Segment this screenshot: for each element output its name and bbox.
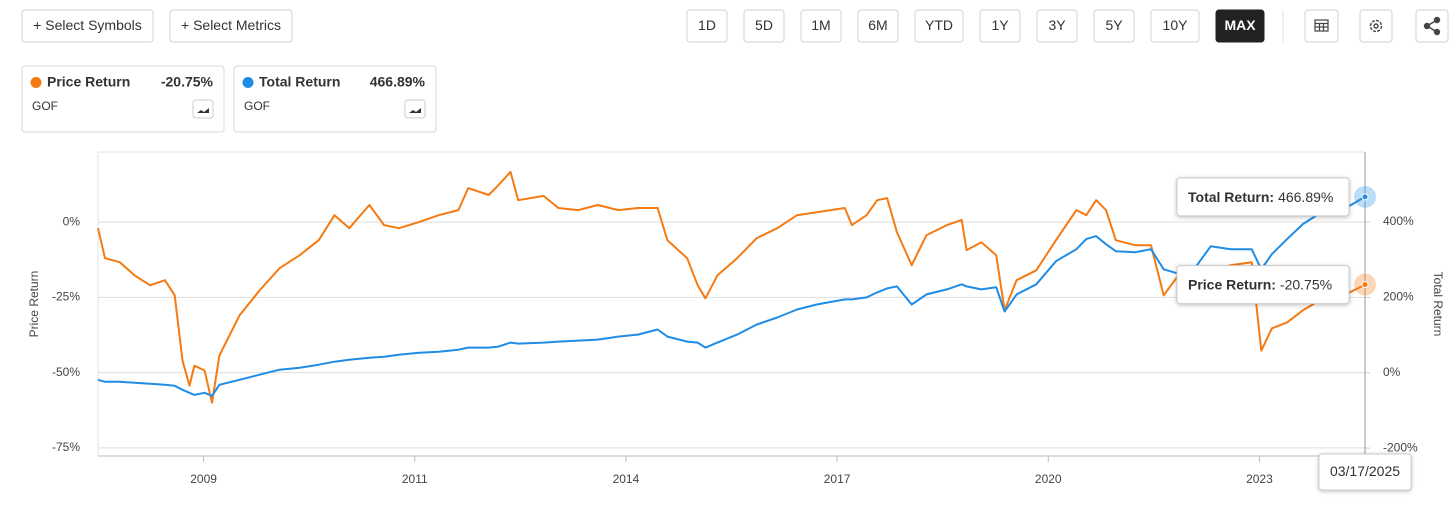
y-tick-label: 0% <box>63 214 81 228</box>
table-icon <box>1314 19 1329 32</box>
mini-chart-icon <box>197 108 209 113</box>
range-button[interactable]: MAX <box>1215 9 1265 43</box>
date-box <box>1318 453 1412 491</box>
settings-button[interactable] <box>1359 9 1393 43</box>
legend-symbol: GOF <box>244 99 270 113</box>
button-box[interactable] <box>21 9 154 43</box>
button-box[interactable] <box>169 9 293 43</box>
table-button[interactable] <box>1304 9 1339 43</box>
button-box[interactable] <box>914 9 964 43</box>
mini-chart-button[interactable] <box>192 99 214 119</box>
x-tick-label: 2009 <box>190 472 217 486</box>
button-box[interactable] <box>686 9 728 43</box>
button-box[interactable] <box>1150 9 1200 43</box>
y-tick-label: -25% <box>52 290 80 304</box>
button-label: + Select Symbols <box>33 17 142 33</box>
tooltip-box <box>1176 177 1350 217</box>
legend-card[interactable]: Price Return -20.75% GOF <box>21 65 225 133</box>
button-label: 1M <box>811 17 830 33</box>
y-tick-label: -50% <box>52 365 80 379</box>
y2-tick-label: 0% <box>1383 365 1401 379</box>
button-label: 3Y <box>1048 17 1066 33</box>
date-label: 03/17/2025 <box>1318 453 1412 491</box>
range-button[interactable]: 5Y <box>1093 9 1135 43</box>
button-box[interactable] <box>800 9 842 43</box>
mini-chart-button[interactable] <box>404 99 426 119</box>
tooltip-text: Price Return: -20.75% <box>1188 276 1332 292</box>
end-marker <box>1361 281 1369 289</box>
button-label: 1D <box>698 17 716 33</box>
button-box[interactable] <box>743 9 785 43</box>
icon-buttons <box>1282 9 1449 43</box>
button-box[interactable] <box>857 9 899 43</box>
mini-chart-icon <box>409 108 421 113</box>
y-tick-label: -75% <box>52 440 80 454</box>
share-button[interactable] <box>1415 9 1449 43</box>
range-button[interactable]: 1Y <box>979 9 1021 43</box>
date-text: 03/17/2025 <box>1330 463 1400 479</box>
legend-dot <box>30 77 42 88</box>
y2-tick-label: -200% <box>1383 440 1418 454</box>
range-button[interactable]: YTD <box>914 9 964 43</box>
button-label: YTD <box>925 17 953 33</box>
legend-card[interactable]: Total Return 466.89% GOF <box>233 65 437 133</box>
button-label: + Select Metrics <box>181 17 281 33</box>
button-label: 10Y <box>1163 17 1189 33</box>
x-tick-label: 2020 <box>1035 472 1062 486</box>
y2-axis-title: Total Return <box>1431 272 1445 337</box>
legend-symbol: GOF <box>32 99 58 113</box>
range-button[interactable]: 10Y <box>1150 9 1200 43</box>
button-label: 1Y <box>991 17 1009 33</box>
y2-tick-label: 400% <box>1383 214 1414 228</box>
button-box[interactable] <box>1215 9 1265 43</box>
range-button[interactable]: 3Y <box>1036 9 1078 43</box>
button-box[interactable] <box>979 9 1021 43</box>
x-tick-label: 2014 <box>613 472 640 486</box>
series-line <box>97 170 1366 404</box>
x-tick-label: 2011 <box>402 472 428 486</box>
tooltip-value: 466.89% <box>1278 189 1333 205</box>
tooltip-label: Price Return: <box>1188 276 1276 292</box>
select-metrics-button[interactable]: + Select Metrics <box>169 9 293 43</box>
end-marker <box>1361 193 1369 201</box>
range-button[interactable]: 1D <box>686 9 728 43</box>
tooltip: Price Return: -20.75% <box>1176 265 1350 305</box>
gear-icon <box>1369 19 1383 33</box>
y2-tick-label: 200% <box>1383 290 1414 304</box>
tooltip-box <box>1176 265 1350 305</box>
card-box <box>21 65 225 133</box>
select-symbols-button[interactable]: + Select Symbols <box>21 9 154 43</box>
button-label: 5D <box>755 17 773 33</box>
legend-name: Total Return <box>259 74 340 90</box>
legend-dot <box>242 77 254 88</box>
card-box <box>233 65 437 133</box>
x-tick-label: 2023 <box>1246 472 1273 486</box>
share-icon <box>1423 16 1441 36</box>
range-button[interactable]: 6M <box>857 9 899 43</box>
legend-value: -20.75% <box>161 74 214 90</box>
tooltip: Total Return: 466.89% <box>1176 177 1350 217</box>
button-label: 6M <box>868 17 887 33</box>
legend-value: 466.89% <box>370 74 426 90</box>
button-label: 5Y <box>1105 17 1123 33</box>
tooltip-text: Total Return: 466.89% <box>1188 189 1333 205</box>
button-label: MAX <box>1224 17 1256 33</box>
button-box[interactable] <box>1036 9 1078 43</box>
series-line <box>97 196 1366 397</box>
range-button[interactable]: 1M <box>800 9 842 43</box>
y-axis-title: Price Return <box>27 271 41 338</box>
legend-name: Price Return <box>47 74 130 90</box>
button-box[interactable] <box>1093 9 1135 43</box>
tooltip-label: Total Return: <box>1188 189 1274 205</box>
range-button[interactable]: 5D <box>743 9 785 43</box>
x-tick-label: 2017 <box>824 472 851 486</box>
tooltip-value: -20.75% <box>1280 276 1332 292</box>
